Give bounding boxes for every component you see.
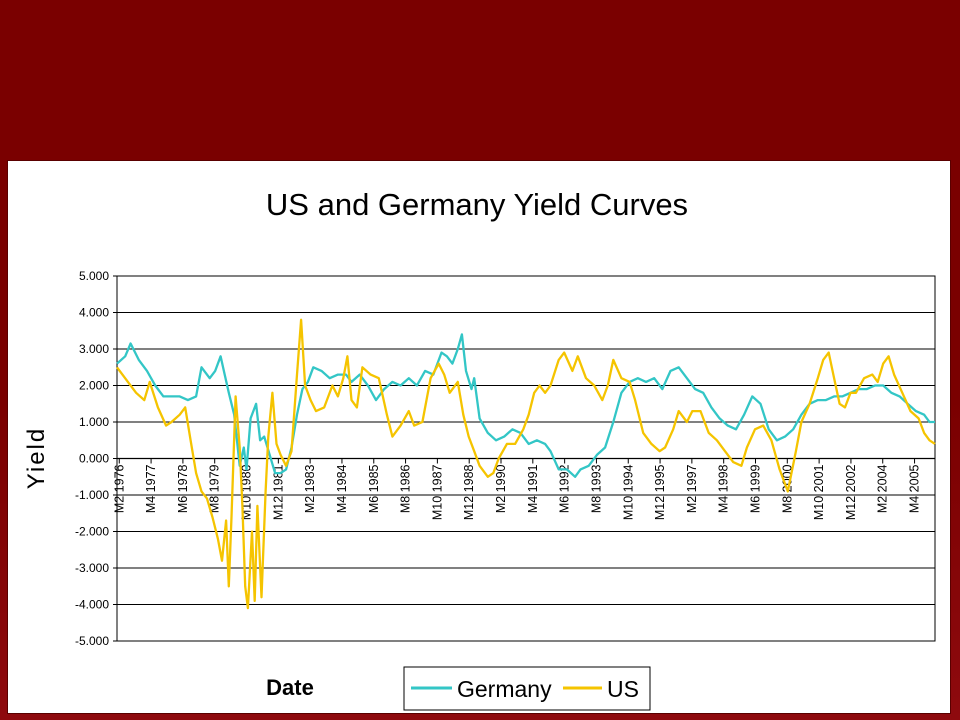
x-axis-label: Date: [266, 675, 314, 700]
y-tick-label: 3.000: [79, 342, 109, 356]
y-tick-label: 5.000: [79, 269, 109, 283]
x-tick-label: M2 1990: [494, 464, 508, 513]
x-tick-label: M6 1978: [176, 464, 190, 513]
chart-area: [7, 160, 951, 714]
legend-label-germany: Germany: [457, 676, 552, 702]
y-tick-label: -2.000: [75, 525, 109, 539]
x-tick-label: M12 1988: [462, 464, 476, 520]
y-tick-label: -4.000: [75, 598, 109, 612]
y-tick-label: 1.000: [79, 415, 109, 429]
x-tick-label: M2 1976: [112, 464, 126, 513]
x-tick-label: M12 2002: [844, 464, 858, 520]
x-tick-label: M10 2001: [812, 464, 826, 520]
series-line-us: [116, 318, 936, 610]
series-line-germany: [116, 333, 935, 478]
x-tick-label: M12 1995: [653, 464, 667, 520]
x-tick-label: M2 2004: [876, 464, 890, 513]
x-tick-label: M6 1992: [558, 464, 572, 513]
legend-label-us: US: [607, 676, 639, 702]
y-tick-label: -1.000: [75, 488, 109, 502]
x-tick-label: M2 1997: [685, 464, 699, 513]
x-tick-label: M8 1993: [589, 464, 603, 513]
x-tick-label: M4 1991: [526, 464, 540, 513]
y-tick-label: 4.000: [79, 306, 109, 320]
x-tick-label: M6 1999: [749, 464, 763, 513]
x-tick-label: M6 1985: [367, 464, 381, 513]
legend: Germany US: [403, 666, 651, 711]
legend-box: [403, 666, 651, 711]
x-tick-label: M10 1994: [621, 464, 635, 520]
y-tick-label: 0.000: [79, 452, 109, 466]
y-axis-label: Yield: [23, 427, 50, 489]
x-tick-label: M2 1983: [303, 464, 317, 513]
x-tick-label: M4 2005: [908, 464, 922, 513]
chart-title: US and Germany Yield Curves: [266, 187, 688, 222]
x-tick-label: M4 1984: [335, 464, 349, 513]
y-tick-label: 2.000: [79, 379, 109, 393]
x-tick-label: M8 1986: [399, 464, 413, 513]
x-tick-label: M4 1998: [717, 464, 731, 513]
y-tick-label: -3.000: [75, 561, 109, 575]
x-tick-label: M8 1979: [208, 464, 222, 513]
x-tick-label: M10 1987: [430, 464, 444, 520]
x-tick-label: M12 1981: [271, 464, 285, 520]
x-tick-label: M4 1977: [144, 464, 158, 513]
y-tick-label: -5.000: [75, 634, 109, 648]
